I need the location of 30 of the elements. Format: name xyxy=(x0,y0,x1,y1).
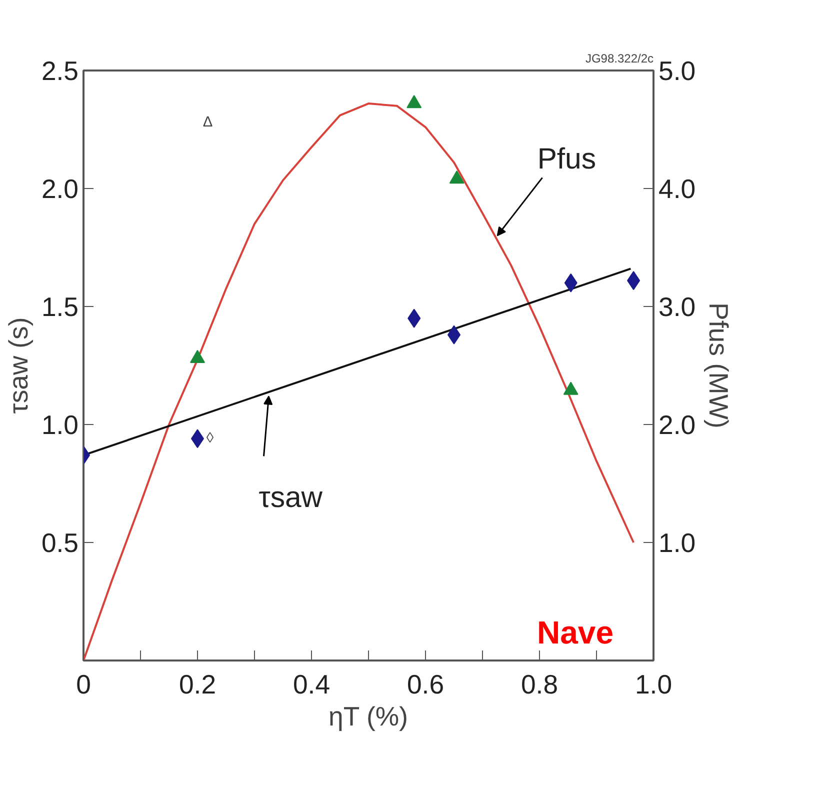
point xyxy=(563,382,578,395)
y-tick-label: 2.0 xyxy=(41,174,79,204)
y-tick-label: 1.5 xyxy=(41,292,79,322)
text: JG98.322/2c xyxy=(585,52,654,66)
y2-tick-label: 4.0 xyxy=(658,174,696,204)
y2-tick-label: 3.0 xyxy=(658,292,696,322)
x-tick-label: 0.8 xyxy=(520,670,558,700)
point xyxy=(406,94,422,108)
y-axis-title: τsaw (s) xyxy=(3,317,34,414)
y-tick-label: 0.5 xyxy=(41,528,79,558)
x-axis-title: ηT (%) xyxy=(328,702,408,732)
annotation: Δ xyxy=(202,114,213,130)
y2-tick-label: 1.0 xyxy=(658,528,696,558)
x-tick-label: 1.0 xyxy=(634,670,672,700)
y2-tick-label: 5.0 xyxy=(658,56,696,86)
annotation: ◊ xyxy=(206,430,214,447)
x-tick-label: 0.6 xyxy=(406,670,444,700)
x-tick-label: 0 xyxy=(76,670,91,700)
point xyxy=(449,170,464,184)
annotation: Nave xyxy=(537,614,614,650)
y-tick-label: 2.5 xyxy=(41,56,79,86)
y2-axis-title: Pfus (MW) xyxy=(704,302,734,428)
y-tick-label: 1.0 xyxy=(41,410,79,440)
y2-tick-label: 2.0 xyxy=(658,410,696,440)
annotation: Pfus xyxy=(537,142,596,176)
point xyxy=(190,350,205,363)
line-series xyxy=(84,102,635,660)
x-tick-label: 0.2 xyxy=(178,670,216,700)
x-tick-label: 0.4 xyxy=(292,670,330,700)
annotation: τsaw xyxy=(258,481,324,514)
